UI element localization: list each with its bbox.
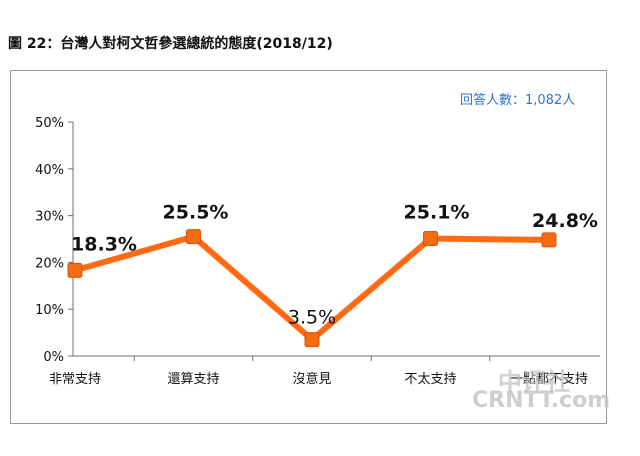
y-tick-label: 20% xyxy=(35,256,64,271)
data-point xyxy=(423,231,438,247)
x-category-labels: 非常支持 還算支持 沒意見 不太支持 一點都不支持 xyxy=(49,371,588,387)
x-category-label: 一點都不支持 xyxy=(510,372,588,387)
y-tick-label: 0% xyxy=(43,350,64,365)
y-tick-label: 40% xyxy=(35,163,64,178)
data-label: 25.5% xyxy=(163,202,229,224)
y-tick-labels: 0% 10% 20% 30% 40% 50% xyxy=(35,116,64,365)
x-category-label: 非常支持 xyxy=(49,372,101,387)
data-label: 18.3% xyxy=(71,233,137,255)
chart-frame xyxy=(10,70,607,424)
x-category-label: 沒意見 xyxy=(292,371,331,387)
respondents-count: 回答人數：1,082人 xyxy=(460,93,576,108)
chart-axes xyxy=(68,121,600,361)
y-tick-label: 30% xyxy=(35,210,64,225)
data-point xyxy=(304,332,320,348)
data-point xyxy=(67,262,83,278)
data-point xyxy=(541,232,557,248)
x-category-label: 不太支持 xyxy=(404,372,456,387)
data-label: 25.1% xyxy=(404,202,470,224)
data-markers xyxy=(67,229,557,348)
data-label: 3.5% xyxy=(288,307,336,329)
data-labels: 18.3% 25.5% 3.5% 25.1% 24.8% xyxy=(71,202,598,329)
x-category-label: 還算支持 xyxy=(167,372,219,387)
figure-title: 圖 22：台灣人對柯文哲參選總統的態度(2018/12) xyxy=(8,36,333,52)
watermark-cn: 中评社 xyxy=(498,368,570,396)
data-point xyxy=(186,229,201,245)
watermark-en: CRNTT.com xyxy=(472,388,611,413)
y-tick-label: 50% xyxy=(35,116,64,131)
data-label: 24.8% xyxy=(532,210,598,232)
y-tick-label: 10% xyxy=(35,303,64,318)
